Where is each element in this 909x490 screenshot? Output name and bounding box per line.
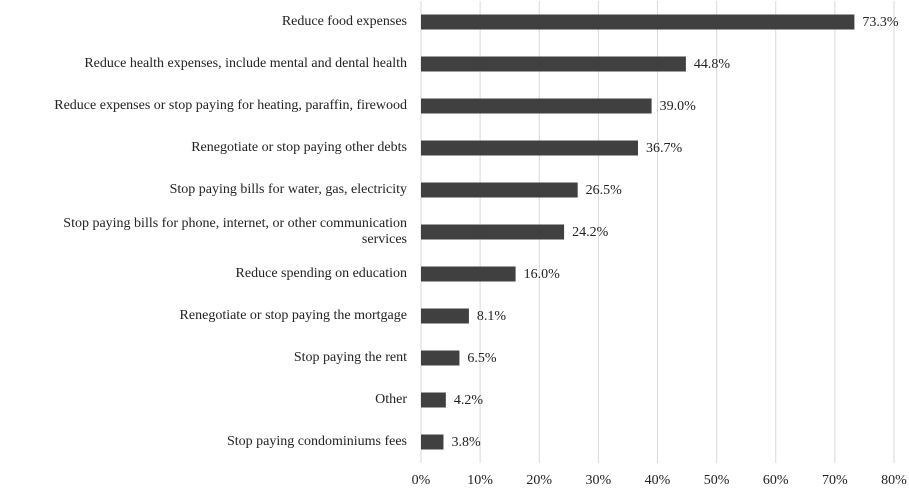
bar xyxy=(421,140,638,156)
x-tick-label: 50% xyxy=(704,473,730,488)
x-tick-label: 80% xyxy=(881,473,907,488)
value-label: 8.1% xyxy=(477,309,507,324)
value-label: 36.7% xyxy=(646,141,683,156)
category-label: Renegotiate or stop paying other debts xyxy=(191,140,407,155)
x-tick-label: 70% xyxy=(822,473,848,488)
value-label: 24.2% xyxy=(572,225,609,240)
value-label: 4.2% xyxy=(454,393,484,408)
x-tick-label: 30% xyxy=(586,473,612,488)
value-label: 16.0% xyxy=(524,267,561,282)
bar xyxy=(421,224,565,240)
value-label: 3.8% xyxy=(451,435,481,450)
bar xyxy=(421,266,516,282)
category-label: Reduce food expenses xyxy=(282,14,407,29)
bar xyxy=(421,98,652,114)
category-label: Reduce spending on education xyxy=(236,266,407,281)
value-label: 39.0% xyxy=(660,99,697,114)
category-label: Renegotiate or stop paying the mortgage xyxy=(180,308,407,323)
bar xyxy=(421,434,444,450)
bar xyxy=(421,14,855,30)
x-tick-label: 60% xyxy=(763,473,789,488)
category-label: Reduce health expenses, include mental a… xyxy=(84,56,407,71)
bar xyxy=(421,56,686,72)
bar xyxy=(421,308,469,324)
category-label: Stop paying the rent xyxy=(294,350,407,365)
x-tick-label: 0% xyxy=(412,473,431,488)
category-label: Stop paying bills for water, gas, electr… xyxy=(170,182,407,197)
category-label: Other xyxy=(375,392,407,407)
bar xyxy=(421,350,460,366)
bar xyxy=(421,392,446,408)
value-label: 44.8% xyxy=(694,57,731,72)
x-tick-label: 10% xyxy=(467,473,493,488)
bar xyxy=(421,182,578,198)
category-label: Stop paying bills for phone, internet, o… xyxy=(63,216,407,247)
value-label: 6.5% xyxy=(467,351,497,366)
category-label: Stop paying condominiums fees xyxy=(227,434,407,449)
value-label: 73.3% xyxy=(862,15,899,30)
category-label: Reduce expenses or stop paying for heati… xyxy=(54,98,407,113)
value-label: 26.5% xyxy=(586,183,623,198)
x-tick-label: 20% xyxy=(526,473,552,488)
x-tick-label: 40% xyxy=(645,473,671,488)
